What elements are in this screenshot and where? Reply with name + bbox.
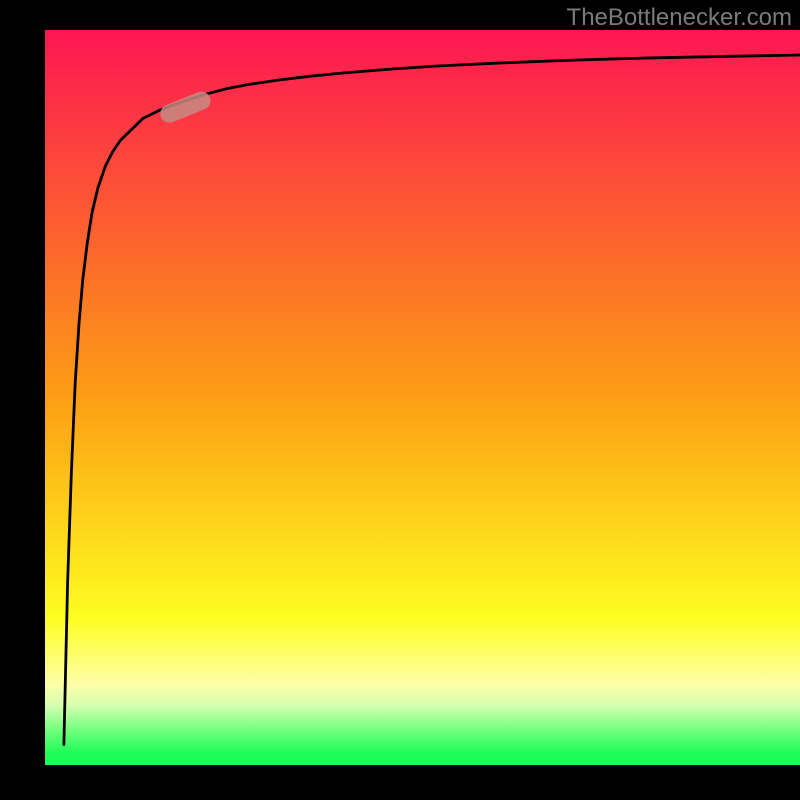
chart-root: TheBottlenecker.com	[0, 0, 800, 800]
watermark-link[interactable]: TheBottlenecker.com	[567, 4, 792, 32]
gradient-background	[45, 30, 800, 765]
plot-area	[45, 30, 800, 765]
plot-svg	[45, 30, 800, 765]
